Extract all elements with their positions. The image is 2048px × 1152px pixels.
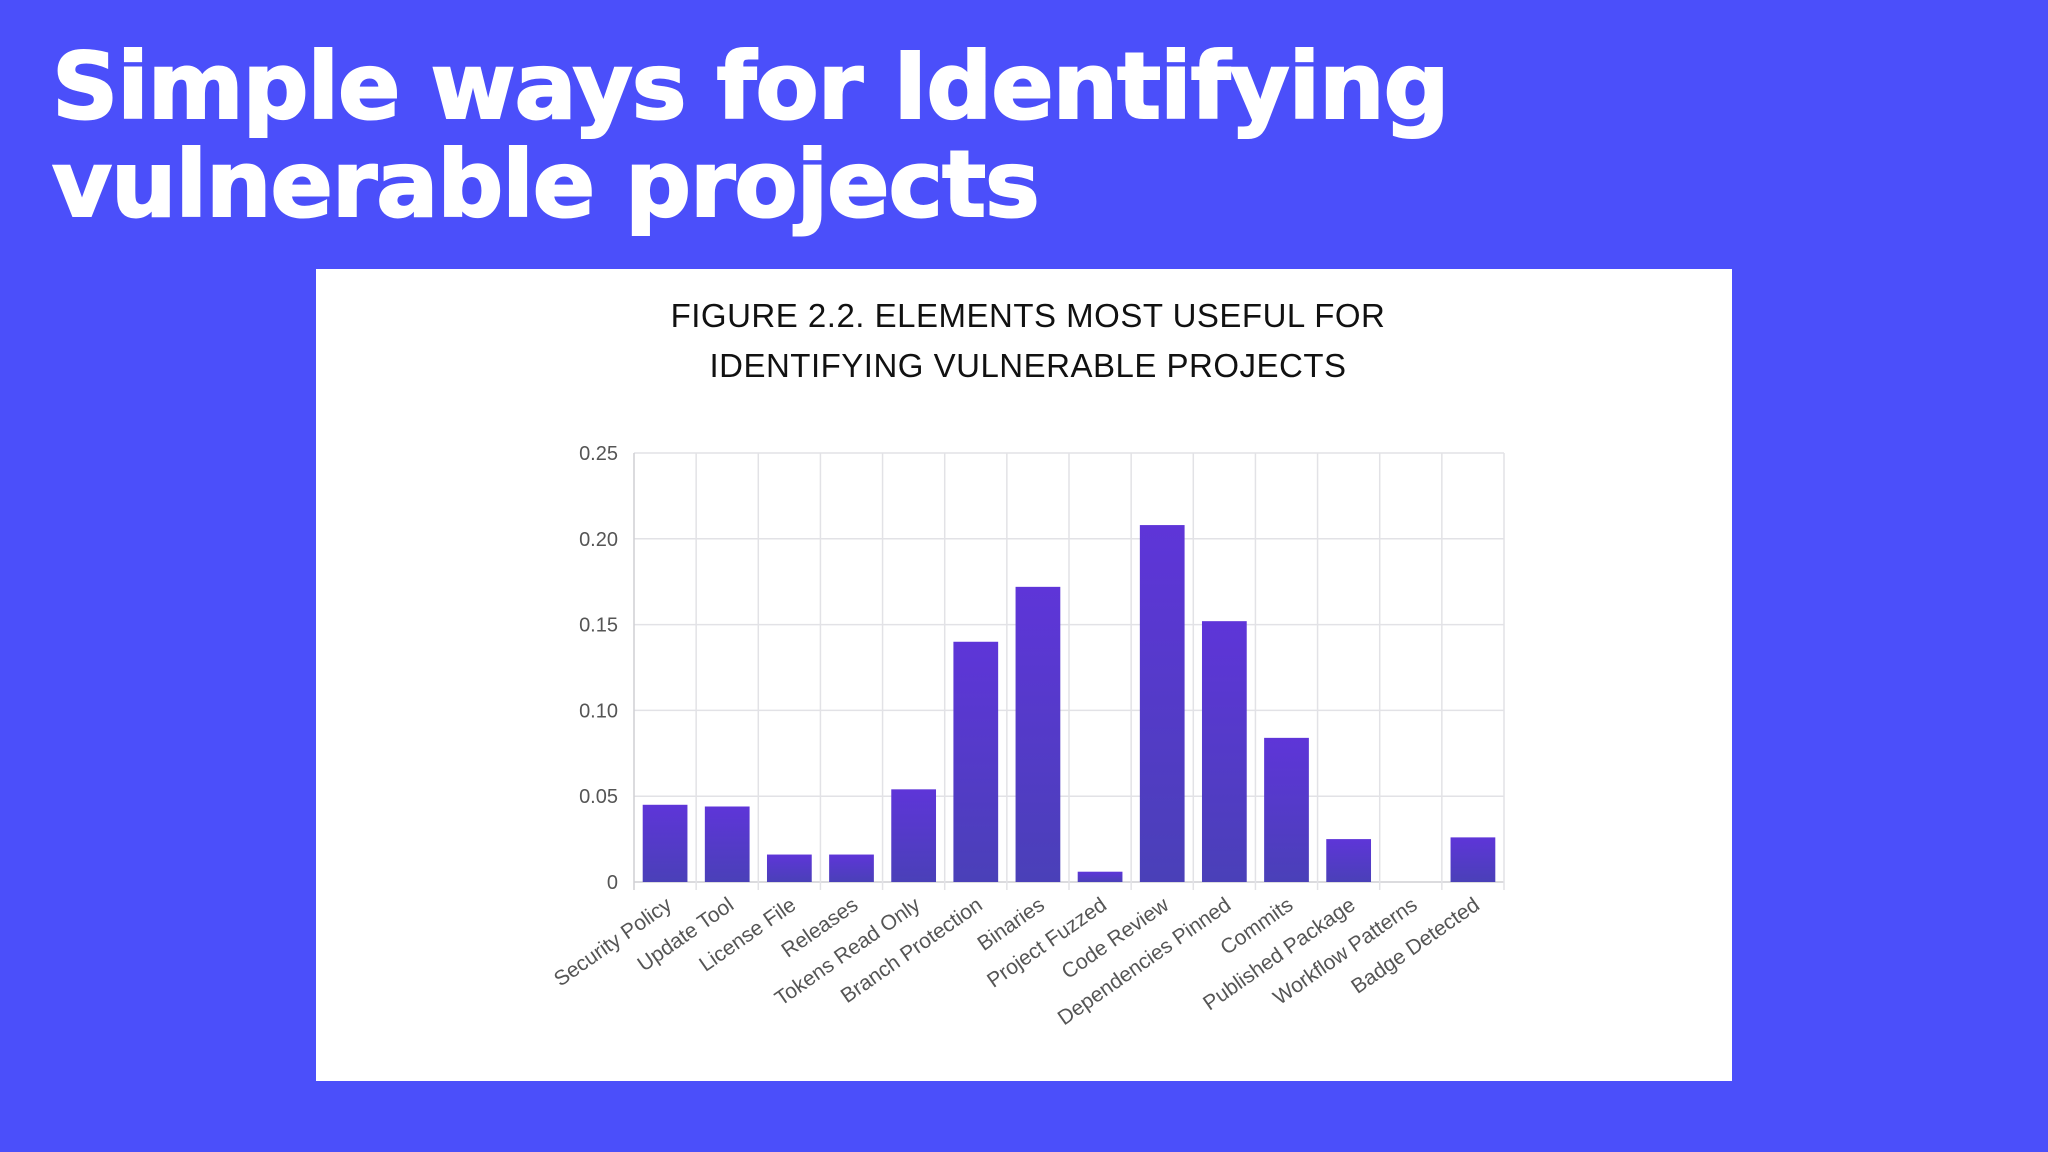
bars [642, 525, 1496, 882]
y-tick-label: 0.15 [579, 615, 618, 637]
bar [642, 804, 688, 882]
bar [1201, 621, 1247, 882]
slide-title: Simple ways for Identifying vulnerable p… [51, 33, 1952, 238]
y-axis-ticks: 0 0.05 0.10 0.15 0.20 0.25 [579, 443, 618, 894]
slide-title-line-1: Simple ways for Identifying [51, 33, 1450, 140]
bar [1326, 839, 1372, 882]
y-tick-label: 0.10 [579, 700, 618, 722]
bar [766, 854, 812, 882]
bar [704, 806, 750, 882]
grid [633, 452, 1505, 890]
bar [1450, 837, 1496, 882]
bar-chart: FIGURE 2.2. ELEMENTS MOST USEFUL FOR IDE… [550, 297, 1505, 1030]
slide-title-line-2: vulnerable projects [51, 131, 1041, 238]
y-tick-label: 0.05 [579, 786, 618, 808]
bar [829, 854, 874, 882]
bar [1077, 871, 1123, 882]
chart-card: FIGURE 2.2. ELEMENTS MOST USEFUL FOR IDE… [316, 269, 1732, 1081]
bar [1264, 737, 1309, 882]
chart-title-line-1: FIGURE 2.2. ELEMENTS MOST USEFUL FOR [671, 297, 1386, 334]
bar [953, 641, 999, 882]
chart-title-line-2: IDENTIFYING VULNERABLE PROJECTS [709, 347, 1346, 384]
bar [891, 789, 937, 882]
bar [1139, 525, 1185, 882]
y-tick-label: 0.25 [579, 443, 618, 465]
y-tick-label: 0.20 [579, 529, 618, 551]
y-tick-label: 0 [607, 872, 618, 894]
bar [1015, 586, 1061, 882]
